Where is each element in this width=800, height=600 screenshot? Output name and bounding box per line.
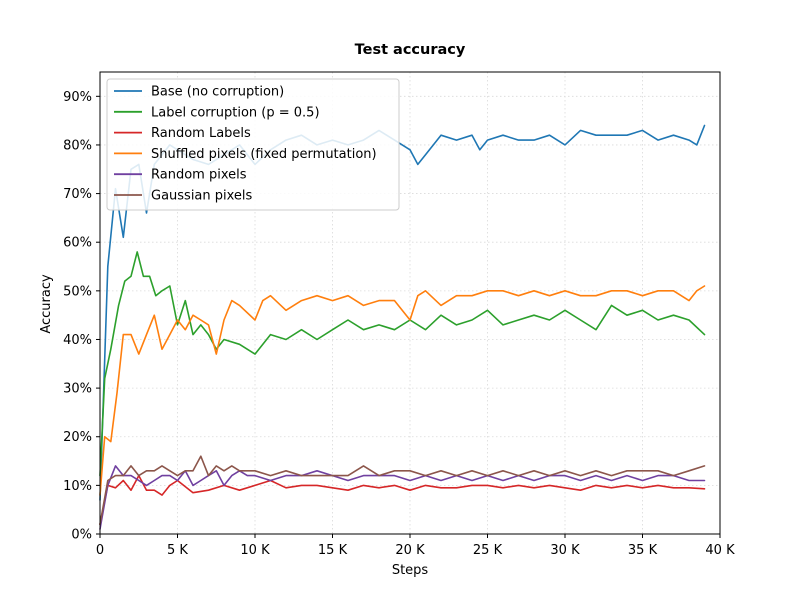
legend-entry-gaussian-pixels: Gaussian pixels xyxy=(114,189,253,204)
x-tick-label: 0 xyxy=(96,543,104,558)
y-tick-label: 50% xyxy=(63,284,92,299)
y-tick-label: 70% xyxy=(63,187,92,202)
y-tick-label: 40% xyxy=(63,333,92,348)
x-axis: 0 5 K 10 K 15 K 20 K 25 K 30 K 35 K 40 K xyxy=(96,534,735,558)
y-tick-label: 10% xyxy=(63,479,92,494)
x-axis-label: Steps xyxy=(392,563,429,578)
series-line-random-labels xyxy=(99,474,706,526)
legend-entry-shuffled-pixels-fixed-permutation: Shuffled pixels (fixed permutation) xyxy=(114,147,377,162)
legend-entry-random-labels: Random Labels xyxy=(114,126,251,141)
x-tick-label: 15 K xyxy=(318,543,348,558)
chart-title: Test accuracy xyxy=(355,42,466,58)
series-line-label-corruption-p-0-5 xyxy=(99,251,706,477)
legend-entry-base-no-corruption: Base (no corruption) xyxy=(114,85,284,100)
x-tick-label: 10 K xyxy=(240,543,270,558)
x-tick-label: 5 K xyxy=(167,543,188,558)
y-tick-label: 60% xyxy=(63,236,92,251)
x-tick-label: 30 K xyxy=(550,543,580,558)
legend-label: Label corruption (p = 0.5) xyxy=(151,105,320,120)
legend-label: Random Labels xyxy=(151,126,251,141)
legend-box xyxy=(106,78,400,211)
x-tick-label: 20 K xyxy=(395,543,425,558)
legend-label: Shuffled pixels (fixed permutation) xyxy=(151,147,377,162)
y-tick-label: 90% xyxy=(63,90,92,105)
y-tick-label: 0% xyxy=(71,528,92,543)
legend-label: Random pixels xyxy=(151,168,247,183)
y-tick-label: 20% xyxy=(63,430,92,445)
series-line-gaussian-pixels xyxy=(99,455,706,526)
legend-entry-label-corruption-p-0-5: Label corruption (p = 0.5) xyxy=(114,105,320,120)
y-tick-label: 30% xyxy=(63,382,92,397)
legend: Base (no corruption) Label corruption (p … xyxy=(106,78,400,211)
series-line-random-pixels xyxy=(99,465,706,530)
y-axis-label: Accuracy xyxy=(39,274,54,334)
x-tick-label: 40 K xyxy=(705,543,735,558)
legend-label: Gaussian pixels xyxy=(151,189,253,204)
series-line-shuffled-pixels-fixed-permutation xyxy=(99,285,706,496)
y-tick-label: 80% xyxy=(63,138,92,153)
legend-label: Base (no corruption) xyxy=(151,85,284,100)
x-tick-label: 35 K xyxy=(628,543,658,558)
x-tick-label: 25 K xyxy=(473,543,503,558)
legend-entry-random-pixels: Random pixels xyxy=(114,168,247,183)
y-axis: 0% 10% 20% 30% 40% 50% 60% 70% 80% 90% xyxy=(63,90,100,543)
